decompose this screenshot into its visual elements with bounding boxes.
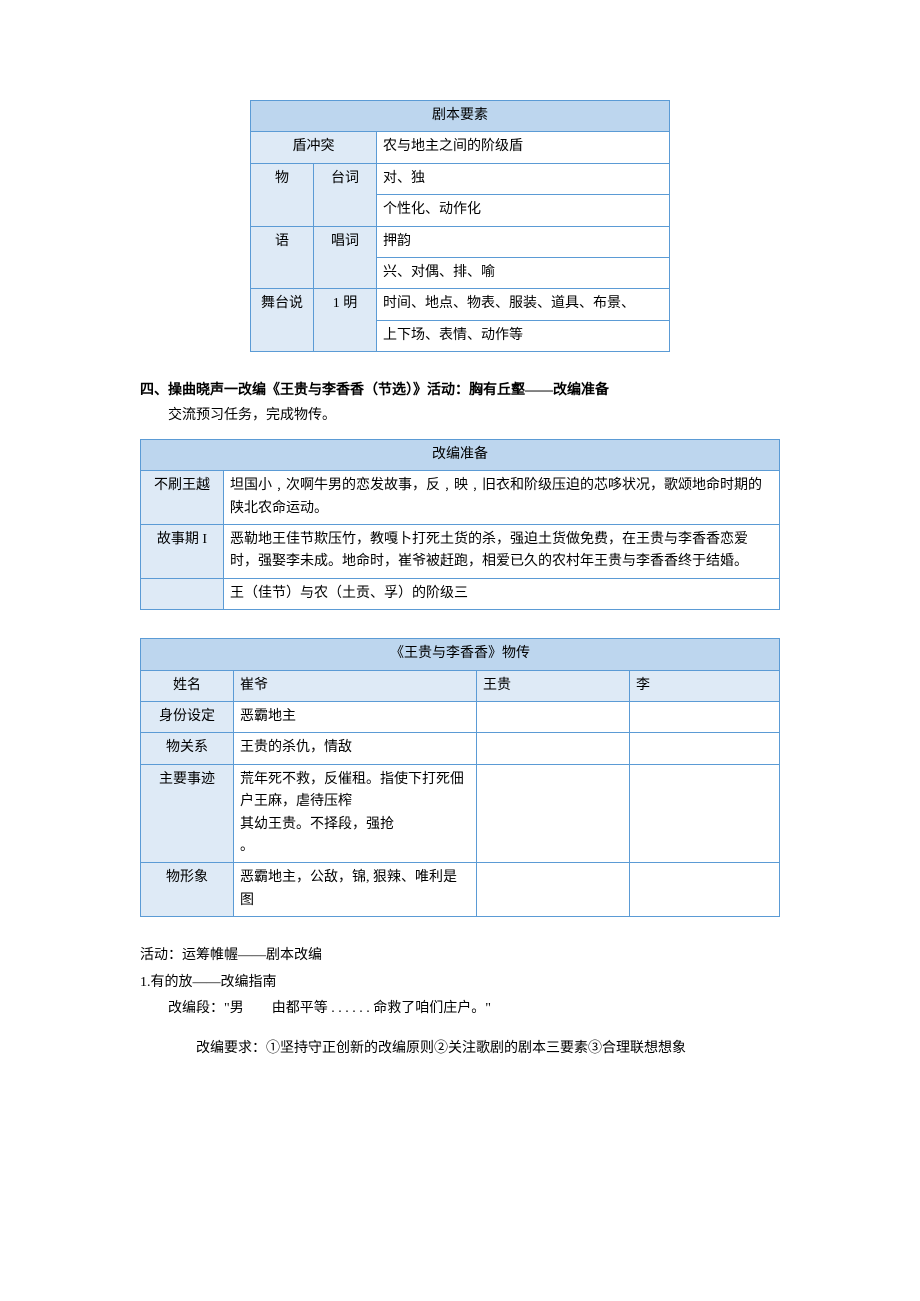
- t2-r3c2: 王（佳节）与农（土贡、孚）的阶级三: [224, 578, 780, 609]
- t3-h-c1: 崔爷: [234, 670, 477, 701]
- t2-title: 改编准备: [141, 439, 780, 470]
- t3-r-id-v3: [630, 702, 780, 733]
- t3-r-id-v2: [477, 702, 630, 733]
- t2-r3c1: [141, 578, 224, 609]
- t3-h-name: 姓名: [141, 670, 234, 701]
- t1-r1c1: 盾冲突: [251, 132, 377, 163]
- t3-h-c3: 李: [630, 670, 780, 701]
- t1-r4c3a: 时间、地点、物表、服装、道具、布景、: [377, 289, 670, 320]
- footer-p3: 改编段："男 由都平等 . . . . . . 命救了咱们庄户。": [140, 998, 780, 1020]
- t3-r-id: 身份设定: [141, 702, 234, 733]
- section-4-heading: 四、操曲晓声一改编《王贵与李香香（节选）》活动：胸有丘壑——改编准备: [140, 380, 780, 402]
- t3-r-deed-v2: [477, 764, 630, 863]
- t3-r-deed-v: 荒年死不救，反催租。指使下打死佃户王麻，虐待压榨 其幼王贵。不择段，强抢 。: [234, 764, 477, 863]
- footer-p2: 1.有的放——改编指南: [140, 972, 780, 994]
- t1-r2c2: 台词: [314, 163, 377, 226]
- t2-r1c2: 坦国小﹐次啊牛男的恋发故事，反﹐映﹐旧衣和阶级压迫的芯哆状况，歌颂地命时期的陕北…: [224, 471, 780, 525]
- t3-r-img-v2: [477, 863, 630, 917]
- character-bio-table: 《王贵与李香香》物传 姓名 崔爷 王贵 李 身份设定 恶霸地主 物关系 王贵的杀…: [140, 638, 780, 917]
- script-elements-table: 剧本要素 盾冲突 农与地主之间的阶级盾 物 台词 对、独 个性化、动作化 语 唱…: [250, 100, 670, 352]
- t3-r-img-v: 恶霸地主，公敌，锦, 狠辣、唯利是图: [234, 863, 477, 917]
- footer-p1: 活动：运筹帷幄——剧本改编: [140, 945, 780, 967]
- t1-r3c3a: 押韵: [377, 226, 670, 257]
- section-4-sub: 交流预习任务，完成物传。: [140, 405, 780, 427]
- footer-p4: 改编要求：①坚持守正创新的改编原则②关注歌剧的剧本三要素③合理联想想象: [140, 1038, 780, 1060]
- t1-r4c2: 1 明: [314, 289, 377, 352]
- t1-r3c3b: 兴、对偶、排、喻: [377, 257, 670, 288]
- t2-r1c1: 不刷王越: [141, 471, 224, 525]
- t3-r-rel-v3: [630, 733, 780, 764]
- t1-r4c3b: 上下场、表情、动作等: [377, 320, 670, 351]
- t3-r-rel: 物关系: [141, 733, 234, 764]
- t1-r3c1: 语: [251, 226, 314, 289]
- t2-r2c1: 故事期 I: [141, 525, 224, 579]
- t3-title: 《王贵与李香香》物传: [141, 639, 780, 670]
- t3-r-deed-v3: [630, 764, 780, 863]
- t1-r1c3: 农与地主之间的阶级盾: [377, 132, 670, 163]
- t3-r-rel-v2: [477, 733, 630, 764]
- t3-r-rel-v: 王贵的杀仇，情敌: [234, 733, 477, 764]
- t1-r2c3b: 个性化、动作化: [377, 195, 670, 226]
- t1-title: 剧本要素: [251, 101, 670, 132]
- t1-r4c1: 舞台说: [251, 289, 314, 352]
- t1-r3c2: 唱词: [314, 226, 377, 289]
- t1-r2c1: 物: [251, 163, 314, 226]
- adaptation-prep-table: 改编准备 不刷王越 坦国小﹐次啊牛男的恋发故事，反﹐映﹐旧衣和阶级压迫的芯哆状况…: [140, 439, 780, 610]
- t3-r-deed: 主要事迹: [141, 764, 234, 863]
- t3-h-c2: 王贵: [477, 670, 630, 701]
- t1-r2c3a: 对、独: [377, 163, 670, 194]
- t2-r2c2: 恶勒地王佳节欺压竹，教嘎卜打死土货的杀，强迫土货做免费，在王贵与李香香恋爱时，强…: [224, 525, 780, 579]
- t3-r-id-v: 恶霸地主: [234, 702, 477, 733]
- t3-r-img-v3: [630, 863, 780, 917]
- t3-r-img: 物形象: [141, 863, 234, 917]
